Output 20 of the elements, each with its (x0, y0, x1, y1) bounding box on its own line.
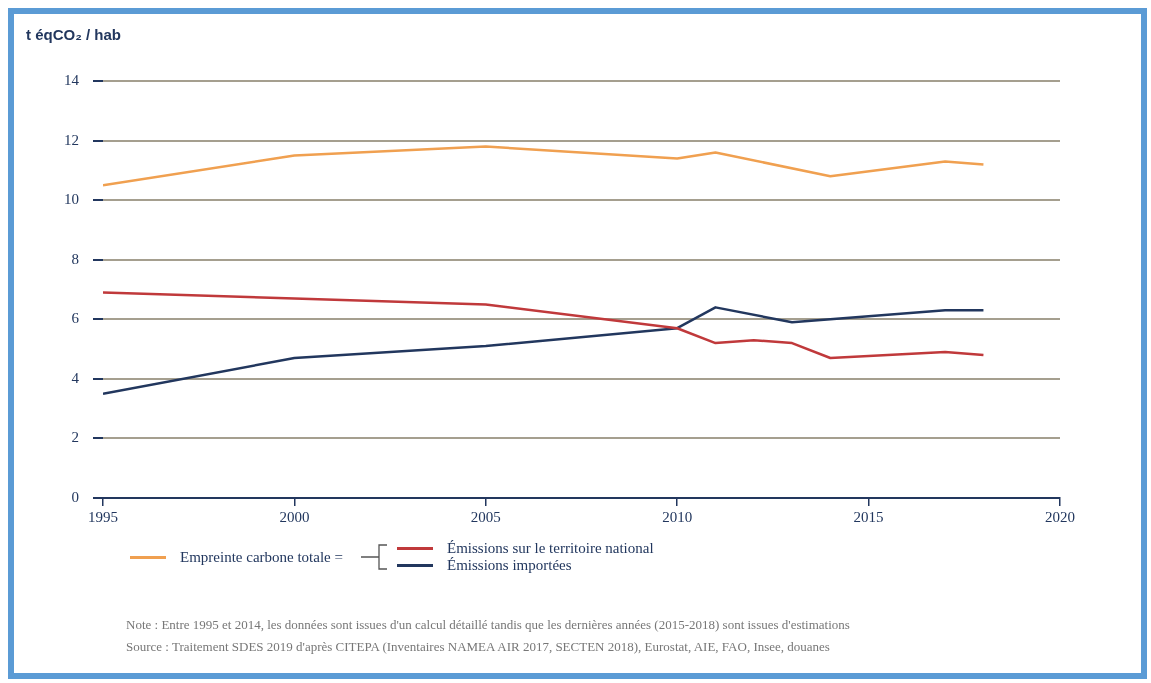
x-tick-label: 1995 (88, 508, 118, 525)
source-note: Source : Traitement SDES 2019 d'après CITEPA (Inventaires NAMEA AIR 2017, SECTEN 2018), Eurostat, AIE, FAO, Insee, douanes (126, 638, 831, 656)
legend-label: Émissions importées (446, 557, 572, 574)
x-tick-label: 2005 (470, 508, 501, 525)
y-tick-label: 8 (71, 250, 79, 267)
y-tick-label: 2 (71, 429, 79, 446)
legend-label: Empreinte carbone totale = (180, 548, 343, 566)
y-tick-label: 6 (71, 310, 80, 327)
x-tick-label: 2015 (853, 508, 884, 525)
text: Note : Entre 1995 et 2014, les données sont issues d'un calcul détaillé tandis que les dernières années (2015-2018) sont issues d'estimations (126, 616, 850, 634)
x-tick-label: 2020 (1045, 508, 1075, 525)
y-axis-title: t éqCO₂ / hab (26, 26, 122, 43)
y-tick-label: 0 (71, 488, 79, 505)
legend-label: Émissions sur le territoire national (446, 540, 654, 557)
y-tick-label: 4 (71, 369, 80, 386)
y-tick-label: 14 (64, 71, 80, 88)
x-tick-label: 2000 (279, 508, 310, 525)
x-tick-label: 2010 (662, 508, 693, 525)
y-tick-label: 12 (64, 131, 79, 148)
y-tick-label: 10 (64, 191, 79, 208)
